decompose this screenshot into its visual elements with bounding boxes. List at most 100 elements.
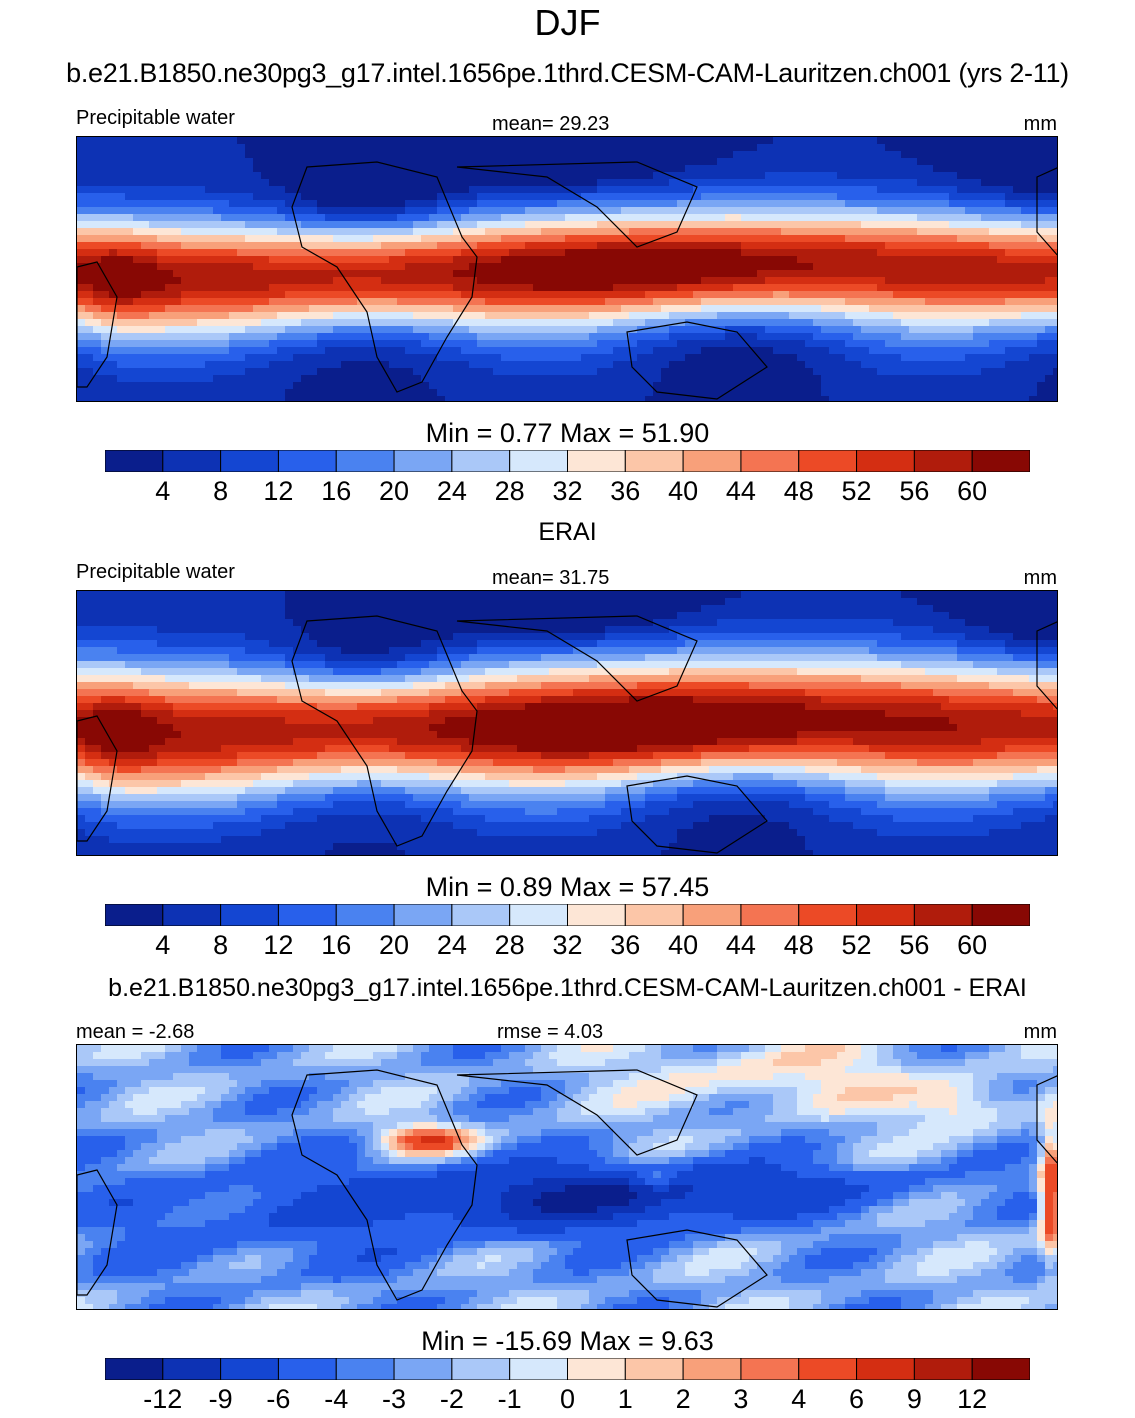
colorbar-box — [682, 904, 742, 926]
colorbar-box — [856, 1358, 915, 1380]
panel-1-field-label: Precipitable water — [76, 107, 235, 129]
colorbar-tick-label: 4 — [155, 930, 171, 960]
colorbar-tick-label: 40 — [668, 930, 699, 960]
coastline — [626, 321, 768, 400]
colorbar-tick-label: 12 — [957, 1384, 988, 1414]
colorbar-tick-label: 48 — [783, 476, 814, 506]
colorbar-box — [277, 904, 337, 926]
colorbar-box — [624, 904, 684, 926]
colorbar-tick-label: -3 — [382, 1384, 407, 1414]
colorbar-box — [451, 904, 511, 926]
colorbar-tick-label: 8 — [213, 930, 229, 960]
colorbar-tick-label: 8 — [213, 476, 229, 506]
panel-3-minmax: Min = -15.69 Max = 9.63 — [421, 1326, 714, 1356]
colorbar-tick-label: 4 — [155, 476, 171, 506]
colorbar-box — [335, 1358, 395, 1380]
colorbar-box — [162, 904, 222, 926]
colorbar-tick-label: 20 — [379, 930, 410, 960]
panel-3-colorbar — [105, 1358, 1030, 1380]
colorbar-tick-label: 44 — [725, 476, 756, 506]
colorbar-box — [509, 450, 568, 472]
panel-3-map — [76, 1044, 1058, 1310]
colorbar-box — [856, 904, 915, 926]
colorbar-box — [105, 450, 164, 472]
colorbar-box — [740, 904, 800, 926]
colorbar-box — [971, 904, 1030, 926]
colorbar-tick-label: -9 — [208, 1384, 233, 1414]
panel-2-colorbar-ticks: 4 8 12 16 20 24 28 32 36 40 44 48 52 56 60 — [105, 930, 1030, 964]
colorbar-box — [393, 904, 453, 926]
colorbar-tick-label: 60 — [957, 930, 988, 960]
figure-title: DJF — [534, 2, 601, 43]
colorbar-tick-label: 36 — [610, 930, 641, 960]
panel-1-mean-label: mean= 29.23 — [492, 113, 610, 135]
colorbar-box — [335, 904, 395, 926]
panel-3-mean-label: mean = -2.68 — [76, 1021, 195, 1043]
colorbar-box — [798, 904, 858, 926]
panel-1-colorbar-ticks: 4 8 12 16 20 24 28 32 36 40 44 48 52 56 60 — [105, 476, 1030, 510]
panel-1-minmax: Min = 0.77 Max = 51.90 — [425, 418, 710, 448]
colorbar-box — [856, 450, 915, 472]
case-title: b.e21.B1850.ne30pg3_g17.intel.1656pe.1th… — [66, 58, 1069, 88]
colorbar-tick-label: 44 — [725, 930, 756, 960]
panel-1-units-label: mm — [1023, 113, 1057, 135]
colorbar-tick-label: -12 — [143, 1384, 183, 1414]
panel-3-units-label: mm — [1023, 1021, 1057, 1043]
colorbar-tick-label: 56 — [899, 476, 930, 506]
colorbar-box — [509, 1358, 568, 1380]
coastline — [291, 161, 478, 393]
colorbar-box — [624, 1358, 684, 1380]
coastline — [456, 615, 698, 702]
colorbar-tick-label: 60 — [957, 476, 988, 506]
colorbar-box — [913, 450, 973, 472]
colorbar-box — [105, 1358, 164, 1380]
colorbar-tick-label: 2 — [675, 1384, 691, 1414]
coastline — [1036, 167, 1057, 256]
colorbar-box — [277, 450, 337, 472]
colorbar-tick-label: 0 — [559, 1384, 576, 1414]
coastline — [77, 1169, 118, 1296]
colorbar-tick-label: -1 — [497, 1384, 522, 1414]
colorbar-box — [105, 904, 164, 926]
panel-3-title: b.e21.B1850.ne30pg3_g17.intel.1656pe.1th… — [108, 974, 1027, 1002]
colorbar-box — [220, 1358, 279, 1380]
panel-2-title: ERAI — [538, 518, 597, 546]
colorbar-tick-label: 48 — [783, 930, 814, 960]
colorbar-box — [740, 450, 800, 472]
coastline — [456, 161, 698, 248]
colorbar-tick-label: 24 — [436, 476, 467, 506]
colorbar-tick-label: 4 — [791, 1384, 807, 1414]
colorbar-box — [971, 1358, 1030, 1380]
coastline — [77, 715, 118, 842]
panel-2-mean-label: mean= 31.75 — [492, 567, 610, 589]
panel-3-colorbar-ticks: -12 -9 -6 -4 -3 -2 -1 0 1 2 3 4 6 9 12 — [105, 1384, 1030, 1418]
panel-2-colorbar — [105, 904, 1030, 926]
coastline — [291, 1069, 478, 1301]
colorbar-tick-label: 12 — [263, 930, 294, 960]
colorbar-tick-label: 40 — [668, 476, 699, 506]
panel-2-minmax: Min = 0.89 Max = 57.45 — [425, 872, 710, 902]
colorbar-box — [682, 1358, 742, 1380]
colorbar-box — [567, 904, 626, 926]
colorbar-tick-label: 32 — [552, 476, 583, 506]
colorbar-box — [220, 904, 279, 926]
colorbar-box — [451, 1358, 511, 1380]
colorbar-tick-label: 1 — [617, 1384, 633, 1414]
coastline — [77, 261, 118, 388]
colorbar-tick-label: 36 — [610, 476, 641, 506]
panel-2-contour-plot — [77, 591, 1057, 855]
coastline — [626, 775, 768, 854]
colorbar-box — [913, 904, 973, 926]
panel-2-field-label: Precipitable water — [76, 561, 235, 583]
colorbar-box — [335, 450, 395, 472]
colorbar-tick-label: 9 — [906, 1384, 922, 1414]
colorbar-tick-label: 24 — [436, 930, 467, 960]
colorbar-tick-label: -6 — [266, 1384, 291, 1414]
coastline — [626, 1229, 768, 1308]
coastline — [291, 615, 478, 847]
colorbar-box — [162, 1358, 222, 1380]
colorbar-tick-label: 16 — [321, 476, 352, 506]
colorbar-tick-label: 56 — [899, 930, 930, 960]
colorbar-tick-label: -4 — [324, 1384, 349, 1414]
colorbar-tick-label: -2 — [439, 1384, 464, 1414]
